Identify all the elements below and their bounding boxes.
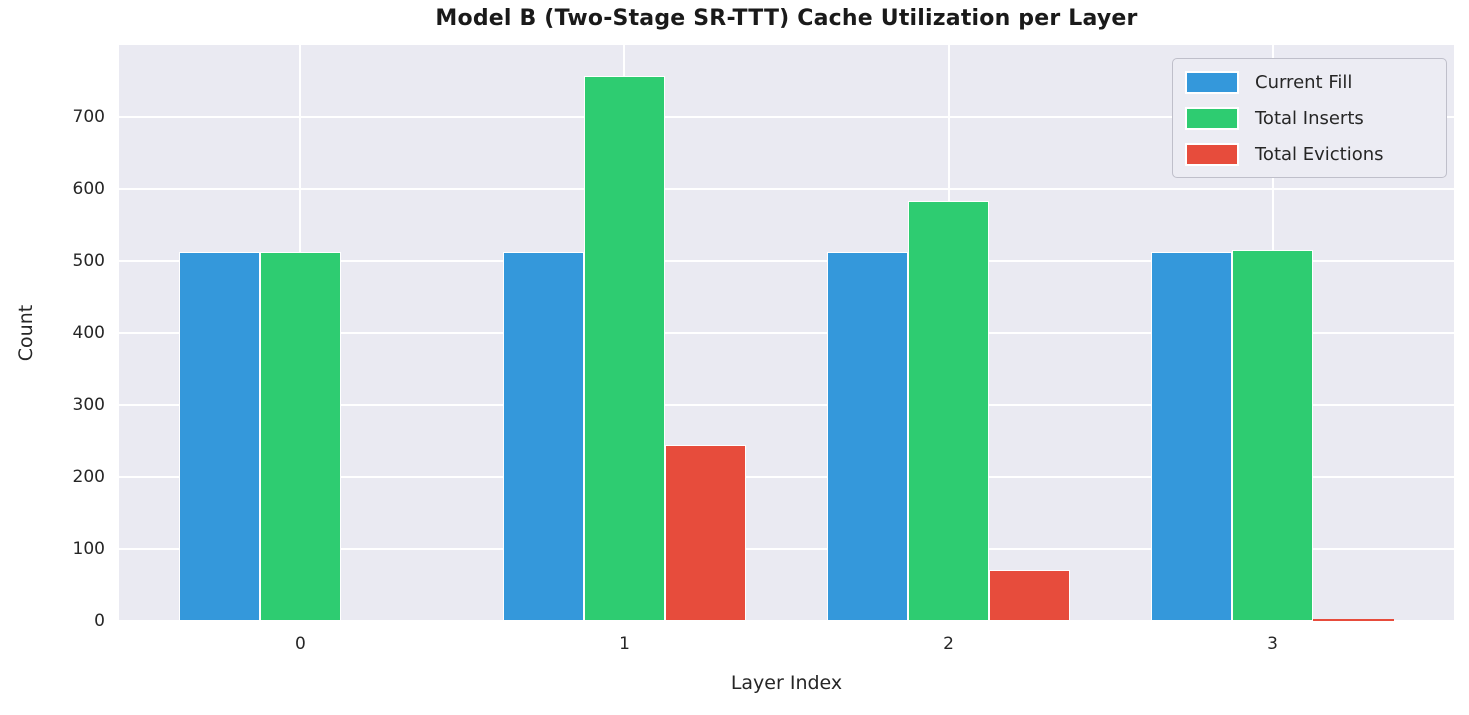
y-tick-label-200: 200 (72, 467, 105, 487)
bar-current-fill-layer-1 (502, 252, 584, 621)
bar-current-fill-layer-0 (178, 252, 260, 621)
bar-total-evictions-layer-2 (989, 569, 1071, 621)
bar-total-evictions-layer-1 (664, 444, 746, 621)
gridline-h-0 (119, 620, 1454, 621)
bar-total-inserts-layer-2 (908, 201, 989, 621)
bar-total-inserts-layer-0 (259, 252, 341, 621)
legend: Current Fill Total Inserts Total Evictions (1172, 58, 1447, 178)
legend-item-total-inserts: Total Inserts (1185, 100, 1434, 136)
x-axis-label: Layer Index (730, 672, 843, 694)
bar-total-inserts-layer-1 (583, 75, 665, 621)
legend-swatch-total-inserts (1185, 106, 1239, 130)
y-tick-label-400: 400 (72, 323, 105, 343)
chart-title: Model B (Two-Stage SR-TTT) Cache Utiliza… (435, 6, 1138, 31)
gridline-h-300 (119, 404, 1454, 406)
bar-current-fill-layer-3 (1151, 252, 1233, 621)
x-tick-label-1: 1 (619, 634, 630, 654)
y-tick-label-700: 700 (72, 107, 105, 127)
y-tick-label-600: 600 (72, 179, 105, 199)
gridline-h-100 (119, 548, 1454, 550)
y-tick-label-300: 300 (72, 395, 105, 415)
bar-total-evictions-layer-3 (1313, 618, 1395, 621)
bar-total-inserts-layer-3 (1232, 250, 1314, 621)
legend-swatch-total-evictions (1185, 142, 1239, 166)
x-tick-label-0: 0 (295, 634, 306, 654)
legend-label: Current Fill (1255, 71, 1353, 93)
x-tick-label-3: 3 (1267, 634, 1278, 654)
x-tick-label-2: 2 (943, 634, 954, 654)
gridline-h-600 (119, 188, 1454, 190)
legend-label: Total Evictions (1255, 143, 1384, 165)
legend-item-total-evictions: Total Evictions (1185, 136, 1434, 172)
gridline-h-700 (119, 116, 1454, 118)
gridline-h-200 (119, 476, 1454, 478)
legend-item-current-fill: Current Fill (1185, 64, 1434, 100)
legend-swatch-current-fill (1185, 70, 1239, 94)
gridline-h-500 (119, 260, 1454, 262)
y-tick-label-500: 500 (72, 251, 105, 271)
y-tick-label-0: 0 (94, 611, 105, 631)
gridline-h-400 (119, 332, 1454, 334)
y-tick-label-100: 100 (72, 539, 105, 559)
legend-label: Total Inserts (1255, 107, 1364, 129)
bar-current-fill-layer-2 (827, 252, 908, 621)
